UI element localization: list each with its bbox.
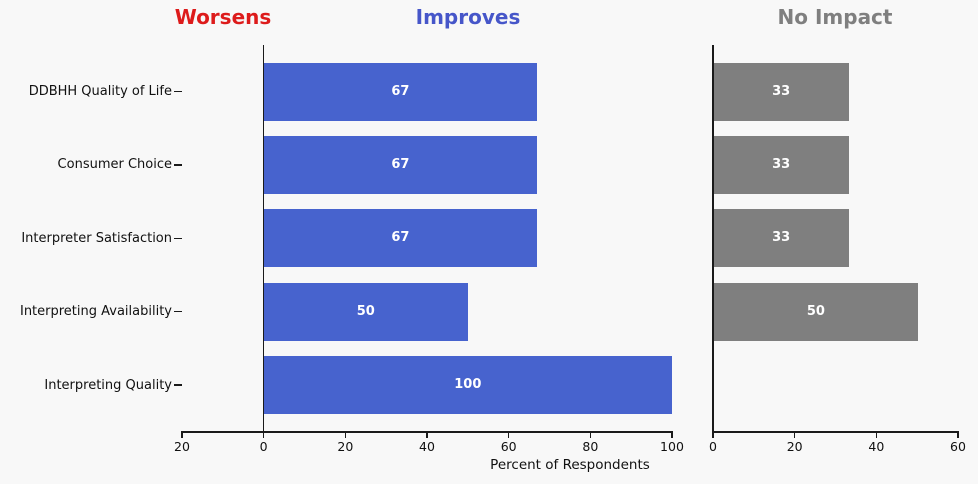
- x-tick: [344, 432, 347, 438]
- x-tick-label: 60: [500, 439, 517, 454]
- x-tick-label: 40: [868, 439, 885, 454]
- panel-title-worsens: Worsens: [174, 5, 272, 29]
- x-tick-label: 0: [259, 439, 268, 454]
- category-label: DDBHH Quality of Life: [28, 84, 172, 99]
- bar-value-label: 50: [806, 303, 825, 319]
- y-tick: [173, 90, 182, 93]
- category-label: Consumer Choice: [57, 157, 172, 173]
- x-tick-label: 20: [786, 439, 803, 454]
- bar-value-label: 33: [772, 230, 791, 246]
- x-axis-spine: [712, 431, 959, 433]
- x-tick-label: 0: [709, 439, 717, 454]
- y-tick: [173, 384, 182, 386]
- bar-no-impact: 33: [713, 62, 849, 121]
- x-axis-label: Percent of Respondents: [490, 457, 650, 473]
- x-tick: [793, 432, 796, 438]
- panel-no-impact: 0 20 40 60 33 33 33 50: [709, 45, 966, 454]
- y-tick: [173, 237, 182, 240]
- bar-value-label: 100: [454, 377, 482, 393]
- category-label: Interpreting Quality: [44, 377, 172, 393]
- x-tick: [262, 432, 265, 438]
- bar-value-label: 67: [391, 230, 410, 246]
- bar-value-label: 50: [356, 303, 375, 319]
- bar-value-label: 33: [772, 156, 791, 172]
- x-axis-spine: [181, 431, 673, 433]
- bar-value-label: 67: [391, 156, 410, 172]
- bar-value-label: 67: [391, 83, 410, 99]
- bar-improves: 100: [263, 356, 672, 415]
- x-tick: [671, 432, 673, 438]
- x-tick: [957, 432, 959, 438]
- category-label: Interpreter Satisfaction: [21, 230, 172, 246]
- x-tick: [875, 432, 878, 438]
- bar-improves: 67: [263, 62, 538, 121]
- category-label: Interpreting Availability: [19, 304, 172, 320]
- y-tick: [173, 310, 182, 313]
- x-tick-label: 100: [660, 439, 684, 454]
- x-tick: [181, 432, 183, 438]
- bar-no-impact: 33: [713, 135, 849, 194]
- panel-title-no-impact: No Impact: [777, 5, 893, 29]
- bar-improves: 67: [263, 209, 538, 268]
- panel-worsens-improves: 20 0 20 40 60 80 100 67 67 67 50 100: [174, 45, 684, 454]
- x-tick-label: 20: [174, 439, 190, 454]
- x-tick: [712, 432, 714, 438]
- x-tick-label: 60: [950, 439, 966, 454]
- zero-line: [712, 45, 714, 432]
- x-tick: [507, 432, 510, 438]
- bar-improves: 67: [263, 135, 538, 194]
- x-tick: [589, 432, 592, 438]
- x-tick-label: 40: [419, 439, 435, 454]
- bar-value-label: 33: [772, 83, 791, 99]
- bar-improves: 50: [263, 282, 468, 341]
- bar-no-impact: 50: [713, 282, 918, 341]
- x-tick-label: 20: [337, 439, 354, 454]
- x-tick-label: 80: [582, 439, 599, 454]
- bar-no-impact: 33: [713, 209, 849, 268]
- x-tick: [426, 432, 428, 438]
- panel-title-improves: Improves: [415, 5, 521, 29]
- y-tick: [173, 164, 182, 166]
